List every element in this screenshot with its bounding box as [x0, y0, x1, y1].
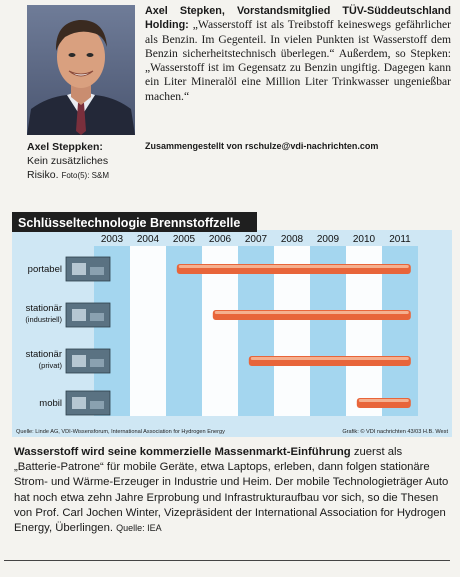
year-tick-label: 2011: [389, 234, 411, 245]
year-column: [166, 246, 202, 416]
bottom-rule: [4, 560, 450, 561]
year-tick-label: 2005: [173, 234, 196, 245]
year-tick-label: 2006: [209, 234, 232, 245]
portrait-caption: Axel Steppken: Kein zusätzliches Risiko.…: [27, 140, 139, 183]
row-thumbnail-detail: [90, 313, 104, 321]
year-column: [130, 246, 166, 416]
row-label: stationär: [26, 303, 62, 314]
caption-text: Kein zusätzliches Risiko.: [27, 155, 109, 181]
timeline-bar-highlight: [250, 357, 409, 360]
row-sublabel: (privat): [39, 361, 63, 370]
row-label: stationär: [26, 349, 62, 360]
row-thumbnail-detail: [90, 359, 104, 367]
year-column: [202, 246, 238, 416]
chart-title: Schlüsseltechnologie Brennstoffzelle: [18, 216, 240, 230]
chart-source: Quelle: Linde AG, VDI-Wissensforum, Inte…: [16, 429, 225, 435]
article-source: Quelle: IEA: [116, 523, 162, 534]
article-body: zuerst als „Batterie-Patrone“ für mobile…: [14, 446, 449, 535]
quote-block: Axel Stepken, Vorstandsmitglied TÜV-Südd…: [145, 4, 451, 104]
row-thumbnail-detail: [90, 401, 104, 409]
year-tick-label: 2009: [317, 234, 340, 245]
photo-credit: Foto(5): S&M: [61, 171, 110, 180]
article-lead: Wasserstoff wird seine kommerzielle Mass…: [14, 446, 351, 458]
chart-svg: 2003 2004 2005 2006 2007 2008 2009 2010 2011 Schl…: [12, 212, 452, 437]
year-column: [346, 246, 382, 416]
timeline-bar-highlight: [178, 265, 409, 268]
timeline-bar-highlight: [358, 399, 409, 402]
portrait-illustration: [27, 5, 135, 135]
year-column: [382, 246, 418, 416]
year-tick-label: 2003: [101, 234, 124, 245]
chart-graphic-credit: Grafik: © VDI nachrichten 43/03 H.B. Wes…: [342, 428, 448, 435]
year-tick-label: 2008: [281, 234, 304, 245]
compiled-by: Zusammengestellt von rschulze@vdi-nachri…: [145, 141, 379, 151]
article-text: Wasserstoff wird seine kommerzielle Mass…: [14, 445, 450, 536]
chart-title-box: [12, 212, 257, 232]
row-label: portabel: [28, 264, 62, 275]
year-column: [310, 246, 346, 416]
year-tick-label: 2007: [245, 234, 268, 245]
year-column: [238, 246, 274, 416]
row-thumbnail-detail: [72, 355, 86, 367]
quote-text: „Wasserstoff ist als Treibstoff keineswe…: [145, 18, 451, 103]
caption-name: Axel Steppken:: [27, 141, 103, 153]
year-tick-label: 2004: [137, 234, 160, 245]
row-label: mobil: [39, 398, 62, 409]
timeline-chart: 2003 2004 2005 2006 2007 2008 2009 2010 2011 Schl…: [12, 212, 452, 437]
year-column: [274, 246, 310, 416]
timeline-bar-highlight: [214, 311, 409, 314]
row-thumbnail-detail: [72, 309, 86, 321]
row-thumbnail-detail: [72, 263, 86, 275]
row-sublabel: (industriell): [25, 315, 62, 324]
row-thumbnail-detail: [72, 397, 86, 409]
row-thumbnail-detail: [90, 267, 104, 275]
quote-lead: Axel Stepken, Vorstandsmitglied TÜV-Südd…: [145, 5, 451, 32]
portrait-photo: [27, 5, 135, 135]
year-tick-label: 2010: [353, 234, 376, 245]
